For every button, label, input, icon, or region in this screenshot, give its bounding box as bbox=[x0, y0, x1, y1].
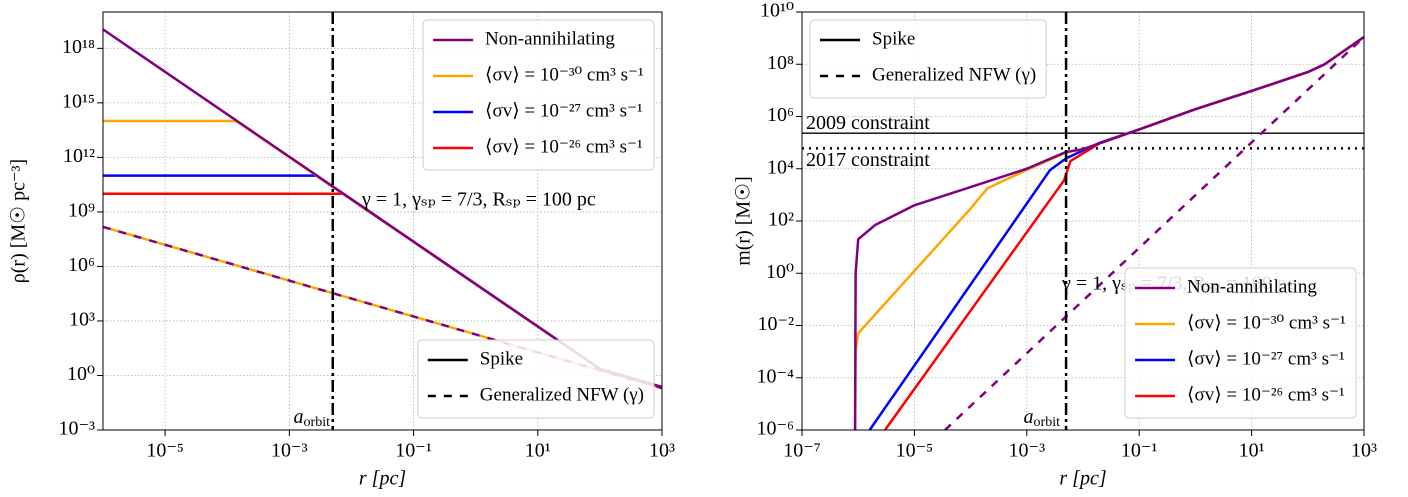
x-tick-label: 10⁻⁷ bbox=[783, 440, 821, 462]
legend: Spike Generalized NFW (γ) bbox=[417, 339, 655, 419]
legend: Spike Generalized NFW (γ) bbox=[809, 19, 1047, 99]
x-tick-label: 10¹ bbox=[525, 440, 551, 462]
y-tick-label: 10⁴ bbox=[767, 156, 794, 178]
y-tick-label: 10² bbox=[768, 209, 794, 231]
legend: Non-annihilating ⟨σv⟩ = 10⁻³⁰ cm³ s⁻¹ ⟨σv⟩… bbox=[422, 19, 655, 171]
legend-label: Generalized NFW (γ) bbox=[480, 384, 644, 405]
x-tick-label: 10⁻⁵ bbox=[146, 440, 184, 462]
x-axis-label: r [pc] bbox=[1059, 468, 1106, 490]
constraint-label: 2009 constraint bbox=[806, 112, 930, 134]
y-tick-label: 10⁰ bbox=[766, 261, 794, 283]
x-tick-label: 10⁻¹ bbox=[1121, 440, 1158, 462]
legend-label: ⟨σv⟩ = 10⁻²⁷ cm³ s⁻¹ bbox=[485, 100, 643, 121]
y-tick-label: 10¹² bbox=[63, 145, 95, 167]
y-tick-label: 10¹⁰ bbox=[760, 0, 794, 22]
orbit-label-sub: orbit bbox=[304, 415, 331, 430]
legend-box bbox=[422, 19, 655, 171]
y-tick-label: 10⁻² bbox=[757, 313, 794, 335]
legend-label: Generalized NFW (γ) bbox=[872, 64, 1036, 85]
x-tick-label: 10³ bbox=[1351, 440, 1377, 462]
orbit-label: aorbit bbox=[294, 406, 331, 431]
y-tick-label: 10¹⁵ bbox=[62, 90, 95, 112]
y-axis-label: ρ(r) [M☉ pc⁻³] bbox=[8, 159, 30, 283]
y-axis-label: m(r) [M☉] bbox=[733, 176, 755, 266]
x-tick-label: 10³ bbox=[649, 440, 675, 462]
x-tick-label: 10⁻³ bbox=[1009, 440, 1046, 462]
y-tick-label: 10⁰ bbox=[67, 363, 95, 385]
y-tick-label: 10⁹ bbox=[68, 200, 95, 222]
y-tick-label: 10⁻⁶ bbox=[756, 418, 794, 440]
x-tick-label: 10⁻⁵ bbox=[896, 440, 934, 462]
legend-box bbox=[809, 19, 1047, 99]
orbit-label-sub: orbit bbox=[1034, 415, 1061, 430]
x-axis-label: r [pc] bbox=[359, 468, 406, 490]
legend-label: ⟨σv⟩ = 10⁻³⁰ cm³ s⁻¹ bbox=[485, 64, 644, 85]
legend-label: ⟨σv⟩ = 10⁻³⁰ cm³ s⁻¹ bbox=[1187, 312, 1346, 333]
y-tick-label: 10³ bbox=[69, 309, 95, 331]
legend-label: ⟨σv⟩ = 10⁻²⁶ cm³ s⁻¹ bbox=[485, 136, 643, 157]
plot-area bbox=[802, 12, 1364, 430]
legend-label: ⟨σv⟩ = 10⁻²⁷ cm³ s⁻¹ bbox=[1187, 348, 1345, 369]
legend: Non-annihilating ⟨σv⟩ = 10⁻³⁰ cm³ s⁻¹ ⟨σv⟩… bbox=[1124, 267, 1357, 419]
legend-label: ⟨σv⟩ = 10⁻²⁶ cm³ s⁻¹ bbox=[1187, 384, 1345, 405]
orbit-label: aorbit bbox=[1024, 406, 1061, 431]
legend-label: Spike bbox=[480, 348, 523, 369]
legend-box bbox=[417, 339, 655, 419]
y-tick-label: 10⁶ bbox=[68, 254, 95, 276]
legend-label: Non-annihilating bbox=[485, 28, 615, 49]
x-tick-label: 10⁻¹ bbox=[395, 440, 432, 462]
y-tick-label: 10⁻³ bbox=[58, 418, 95, 440]
legend-label: Non-annihilating bbox=[1187, 276, 1317, 297]
y-tick-label: 10⁶ bbox=[767, 104, 794, 126]
orbit-label-base: a bbox=[1024, 406, 1034, 428]
y-tick-label: 10⁸ bbox=[767, 52, 794, 74]
y-tick-label: 10⁻⁴ bbox=[756, 365, 794, 387]
axes-frame bbox=[102, 11, 663, 431]
legend-label: Spike bbox=[872, 28, 915, 49]
annotation: γ = 1, γₛₚ = 7/3, Rₛₚ = 100 pc bbox=[361, 189, 596, 211]
x-tick-label: 10⁻³ bbox=[271, 440, 308, 462]
constraint-label: 2017 constraint bbox=[806, 149, 930, 171]
y-tick-label: 10¹⁸ bbox=[62, 36, 95, 58]
axes-frame bbox=[801, 11, 1365, 431]
x-tick-label: 10¹ bbox=[1239, 440, 1265, 462]
legend-box bbox=[1124, 267, 1357, 419]
orbit-label-base: a bbox=[294, 406, 304, 428]
